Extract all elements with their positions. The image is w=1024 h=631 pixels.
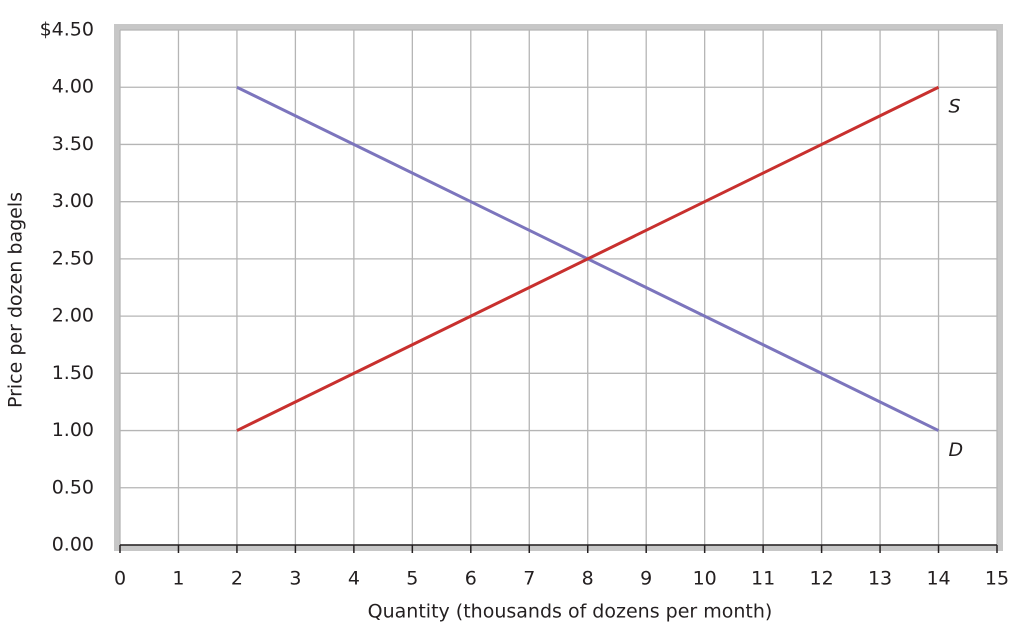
y-tick-label: $4.50: [40, 19, 94, 41]
series-label: D: [949, 439, 964, 461]
x-tick-label: 14: [926, 568, 950, 590]
plot-area: [120, 30, 997, 545]
x-tick-label: 7: [523, 568, 535, 590]
x-tick-label: 3: [289, 568, 301, 590]
x-tick-label: 15: [985, 568, 1009, 590]
y-tick-label: 4.00: [52, 76, 94, 98]
y-tick-label: 1.00: [52, 419, 94, 441]
x-tick-label: 2: [231, 568, 243, 590]
y-tick-label: 3.50: [52, 133, 94, 155]
x-axis-label: Quantity (thousands of dozens per month): [368, 601, 773, 623]
x-tick-label: 8: [582, 568, 594, 590]
x-tick-label: 9: [640, 568, 652, 590]
x-tick-label: 10: [693, 568, 717, 590]
y-tick-label: 2.00: [52, 305, 94, 327]
y-tick-label: 3.00: [52, 190, 94, 212]
x-tick-label: 6: [465, 568, 477, 590]
y-tick-label: 2.50: [52, 247, 94, 269]
x-tick-label: 4: [348, 568, 360, 590]
x-tick-label: 13: [868, 568, 892, 590]
series-label: S: [949, 96, 961, 118]
y-tick-label: 0.00: [52, 534, 94, 556]
x-tick-label: 11: [751, 568, 775, 590]
y-tick-label: 1.50: [52, 362, 94, 384]
series-line: [236, 85, 940, 432]
y-axis-label: Price per dozen bagels: [5, 192, 27, 408]
x-tick-label: 12: [810, 568, 834, 590]
x-tick-label: 1: [172, 568, 184, 590]
x-tick-label: 5: [406, 568, 418, 590]
x-tick-label: 0: [114, 568, 126, 590]
y-tick-label: 0.50: [52, 476, 94, 498]
